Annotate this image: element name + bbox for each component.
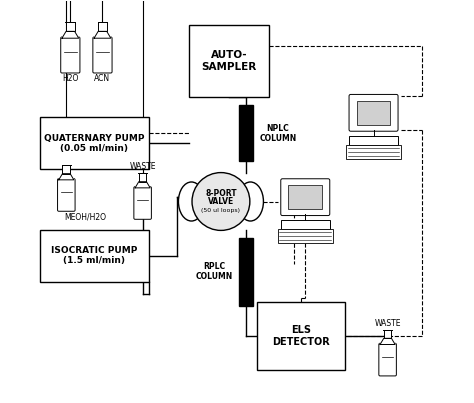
Text: ELS
DETECTOR: ELS DETECTOR (273, 325, 330, 347)
FancyBboxPatch shape (379, 343, 396, 376)
Text: (50 ul loops): (50 ul loops) (201, 208, 240, 213)
Text: H2O: H2O (62, 74, 79, 83)
Bar (349, 136, 398, 145)
Text: ACN: ACN (94, 74, 110, 83)
Text: VALVE: VALVE (208, 197, 234, 206)
Bar (139, 173, 146, 182)
Text: WASTE: WASTE (129, 162, 156, 171)
FancyBboxPatch shape (349, 94, 398, 131)
Bar (66, 22, 74, 31)
Bar (189, 25, 269, 97)
Bar (239, 105, 254, 161)
Ellipse shape (178, 182, 204, 221)
Bar (278, 229, 333, 243)
Ellipse shape (237, 182, 264, 221)
FancyBboxPatch shape (61, 37, 80, 73)
Bar (346, 145, 401, 159)
Polygon shape (94, 31, 111, 38)
Polygon shape (135, 182, 150, 188)
FancyBboxPatch shape (93, 37, 112, 73)
Text: 8-PORT: 8-PORT (205, 189, 237, 198)
Circle shape (192, 172, 250, 231)
Bar (239, 238, 254, 306)
FancyBboxPatch shape (281, 179, 330, 216)
Bar (257, 302, 346, 370)
Text: MEOH/H2O: MEOH/H2O (64, 212, 106, 221)
Bar (289, 185, 322, 210)
Bar (384, 330, 392, 338)
FancyBboxPatch shape (57, 179, 75, 211)
Bar (281, 220, 330, 229)
Bar (63, 165, 70, 174)
FancyBboxPatch shape (134, 187, 151, 219)
Polygon shape (380, 338, 395, 345)
Text: NPLC
COLUMN: NPLC COLUMN (259, 124, 297, 143)
Bar (98, 22, 107, 31)
Text: AUTO-
SAMPLER: AUTO- SAMPLER (201, 50, 256, 72)
Text: ISOCRATIC PUMP
(1.5 ml/min): ISOCRATIC PUMP (1.5 ml/min) (51, 246, 137, 266)
Polygon shape (62, 31, 79, 38)
Text: QUATERNARY PUMP
(0.05 ml/min): QUATERNARY PUMP (0.05 ml/min) (44, 133, 145, 153)
Bar (40, 230, 149, 282)
Bar (357, 101, 390, 125)
Text: RPLC
COLUMN: RPLC COLUMN (196, 262, 233, 281)
Bar (40, 117, 149, 169)
Text: WASTE: WASTE (374, 319, 401, 328)
Polygon shape (59, 174, 74, 180)
